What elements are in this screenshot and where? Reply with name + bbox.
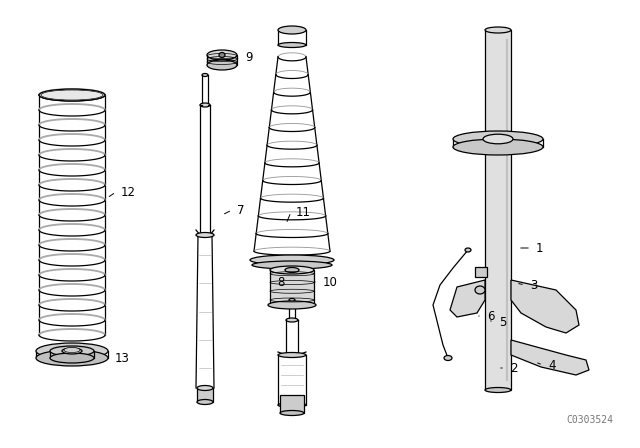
Ellipse shape [62, 348, 82, 354]
Ellipse shape [453, 131, 543, 147]
Bar [280, 395, 304, 413]
Text: C0303524: C0303524 [566, 415, 614, 425]
Text: 11: 11 [296, 206, 311, 219]
Ellipse shape [39, 89, 105, 101]
Polygon shape [511, 280, 579, 333]
Ellipse shape [202, 73, 208, 77]
Bar [485, 30, 511, 390]
Ellipse shape [219, 52, 225, 57]
Bar [270, 270, 314, 305]
Ellipse shape [289, 298, 295, 302]
Text: 10: 10 [323, 276, 338, 289]
Ellipse shape [278, 353, 306, 358]
Ellipse shape [36, 343, 108, 359]
Ellipse shape [286, 318, 298, 322]
Ellipse shape [475, 286, 485, 294]
Ellipse shape [270, 266, 314, 274]
Polygon shape [511, 340, 589, 375]
Ellipse shape [485, 27, 511, 33]
Text: 8: 8 [277, 276, 284, 289]
Ellipse shape [268, 301, 316, 309]
Ellipse shape [285, 267, 299, 272]
Text: 6: 6 [487, 310, 495, 323]
Ellipse shape [444, 356, 452, 361]
Ellipse shape [196, 233, 214, 237]
Ellipse shape [278, 43, 306, 47]
Ellipse shape [41, 90, 103, 100]
Ellipse shape [465, 248, 471, 252]
Ellipse shape [278, 26, 306, 34]
Text: 4: 4 [548, 358, 556, 371]
Text: 5: 5 [499, 315, 506, 328]
Ellipse shape [50, 353, 94, 363]
Ellipse shape [207, 60, 237, 70]
Ellipse shape [278, 402, 306, 408]
Text: 1: 1 [536, 241, 543, 254]
Ellipse shape [197, 385, 213, 391]
Text: 2: 2 [510, 362, 518, 375]
Ellipse shape [197, 400, 213, 405]
Ellipse shape [50, 346, 94, 356]
Ellipse shape [250, 255, 334, 265]
Text: 13: 13 [115, 352, 130, 365]
Bar [207, 55, 237, 65]
Polygon shape [450, 280, 485, 317]
Bar [475, 267, 487, 277]
Text: 3: 3 [530, 279, 538, 292]
Ellipse shape [207, 50, 237, 60]
Text: 12: 12 [121, 185, 136, 198]
Ellipse shape [252, 261, 332, 269]
Ellipse shape [64, 348, 80, 353]
Ellipse shape [36, 350, 108, 366]
Bar [197, 388, 213, 402]
Ellipse shape [485, 388, 511, 392]
Text: 7: 7 [237, 203, 244, 216]
Ellipse shape [200, 103, 210, 107]
Ellipse shape [453, 139, 543, 155]
Ellipse shape [280, 410, 304, 415]
Ellipse shape [483, 134, 513, 144]
Text: 9: 9 [245, 51, 253, 64]
